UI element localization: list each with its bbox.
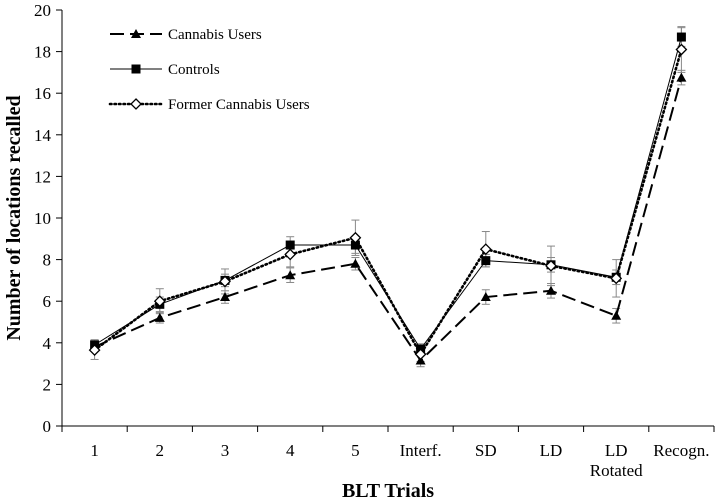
legend-marker-triangle: [131, 29, 141, 38]
x-axis-title: BLT Trials: [342, 480, 434, 502]
data-point-diamond: [610, 272, 623, 285]
y-tick-label: 14: [34, 126, 52, 145]
data-point-diamond: [675, 43, 688, 56]
data-point-diamond: [88, 344, 101, 356]
data-point-diamond: [284, 248, 297, 261]
y-tick-label: 2: [43, 375, 52, 394]
data-point-triangle: [285, 270, 296, 280]
data-point-triangle: [611, 310, 622, 320]
series-lines: [93, 36, 683, 363]
x-tick-label: Rotated: [590, 461, 643, 480]
data-point-triangle: [220, 292, 230, 302]
data-point-triangle: [154, 312, 165, 322]
y-tick-label: 20: [34, 1, 51, 20]
x-tick-label: Interf.: [400, 441, 442, 460]
y-tick-label: 8: [43, 251, 52, 270]
data-point-square: [285, 240, 295, 250]
series-line-former-cannabis-users: [93, 48, 683, 357]
data-point-square: [481, 256, 491, 266]
y-tick-label: 4: [43, 334, 52, 353]
x-tick-label: 3: [221, 441, 230, 460]
data-point-triangle: [480, 292, 491, 302]
x-tick-label: 5: [351, 441, 360, 460]
series-markers: [88, 32, 688, 365]
y-ticks: 0 2 4 6 8 10 12 14 16 18 20: [34, 1, 62, 436]
y-tick-label: 6: [43, 292, 52, 311]
data-point-square: [350, 240, 360, 250]
data-point-square: [676, 32, 686, 42]
x-tick-label: Recogn.: [653, 441, 709, 460]
y-tick-label: 18: [34, 43, 51, 62]
series-line-cannabis-users: [94, 77, 683, 363]
legend-label: Cannabis Users: [168, 27, 262, 43]
data-point-diamond: [414, 348, 427, 361]
y-tick-label: 12: [34, 167, 51, 186]
data-point-diamond: [479, 243, 492, 256]
legend-label: Controls: [168, 62, 220, 78]
x-tick-label: 1: [90, 441, 99, 460]
legend-marker-square: [131, 64, 141, 74]
data-point-triangle: [676, 72, 687, 82]
legend: Cannabis Users Controls Former Cannabis Us…: [108, 27, 310, 113]
axes: [61, 10, 714, 427]
y-tick-label: 0: [43, 417, 52, 436]
x-tick-label: 4: [286, 441, 295, 460]
data-point-diamond: [349, 231, 362, 244]
x-tick-label: 2: [156, 441, 165, 460]
x-tick-label: LD: [605, 441, 628, 460]
y-tick-label: 16: [34, 84, 51, 103]
data-point-triangle: [350, 258, 361, 268]
data-point-diamond: [153, 295, 166, 308]
series-line-controls: [94, 36, 682, 350]
y-axis-title: Number of locations recalled: [3, 95, 25, 340]
y-tick-label: 10: [34, 209, 51, 228]
x-tick-label: SD: [475, 441, 497, 460]
legend-marker-diamond: [130, 98, 142, 110]
data-point-diamond: [219, 275, 231, 288]
x-tick-label: LD: [540, 441, 563, 460]
legend-label: Former Cannabis Users: [168, 97, 310, 113]
data-point-triangle: [546, 285, 556, 295]
data-point-diamond: [545, 259, 557, 272]
